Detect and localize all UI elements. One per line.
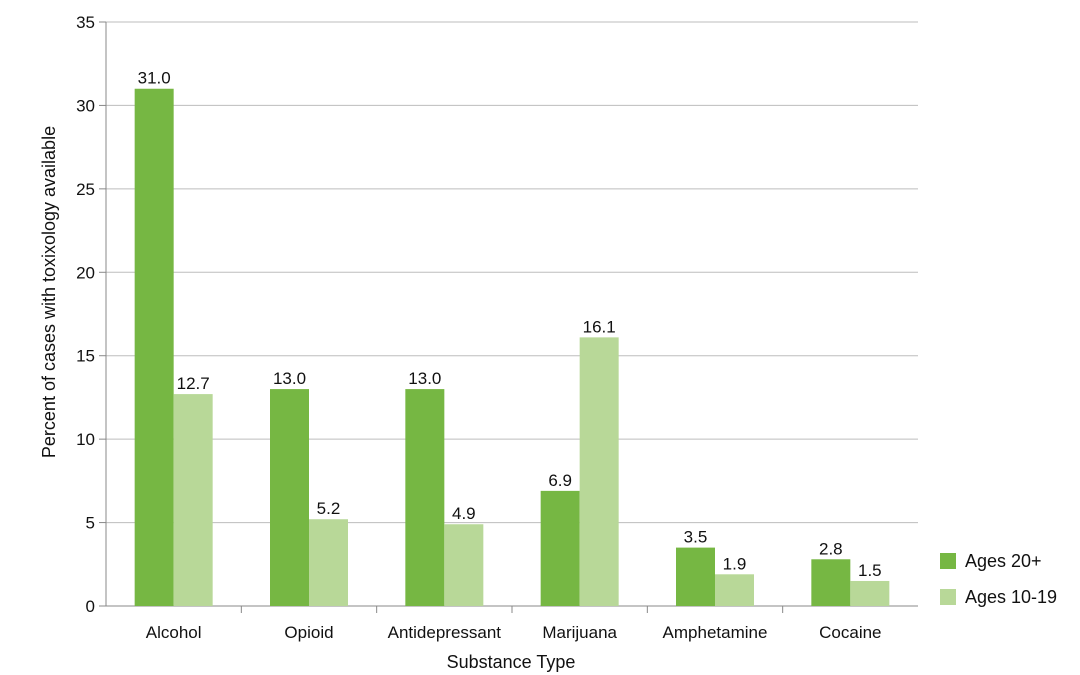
- data-label: 13.0: [273, 369, 306, 388]
- bar: [444, 524, 484, 606]
- legend-swatch: [940, 589, 956, 605]
- x-axis-title: Substance Type: [447, 652, 576, 672]
- bar: [850, 580, 890, 606]
- bar: [309, 519, 348, 606]
- gridlines: [99, 21, 918, 613]
- data-label: 4.9: [452, 504, 476, 523]
- data-label: 2.8: [819, 539, 843, 558]
- category-label: Cocaine: [819, 623, 881, 642]
- bar: [676, 547, 715, 606]
- bar: [134, 88, 174, 606]
- y-tick-label: 20: [76, 263, 95, 282]
- category-label: Marijuana: [542, 623, 617, 642]
- bar: [173, 394, 213, 606]
- category-label: Opioid: [284, 623, 333, 642]
- bar: [811, 559, 851, 606]
- y-axis-title: Percent of cases with toxixology availab…: [39, 126, 59, 458]
- bar: [405, 389, 445, 606]
- data-label: 13.0: [408, 369, 441, 388]
- y-tick-label: 15: [76, 347, 95, 366]
- category-label: Amphetamine: [663, 623, 768, 642]
- legend-label: Ages 10-19: [965, 587, 1057, 607]
- data-label: 31.0: [138, 69, 171, 88]
- y-tick-label: 30: [76, 96, 95, 115]
- category-label: Alcohol: [146, 623, 202, 642]
- data-label: 1.5: [858, 561, 882, 580]
- y-tick-label: 35: [76, 13, 95, 32]
- y-tick-label: 25: [76, 180, 95, 199]
- data-label: 16.1: [583, 317, 616, 336]
- data-label: 12.7: [177, 374, 210, 393]
- y-tick-label: 0: [86, 597, 95, 616]
- data-label: 5.2: [317, 499, 341, 518]
- y-tick-label: 5: [86, 514, 95, 533]
- y-tick-label: 10: [76, 430, 95, 449]
- data-labels: 31.0 12.7 13.0 5.2 13.0 4.9 6.9 16.1 3.5 1.9 2.8 1.…: [138, 69, 882, 580]
- bar: [540, 490, 580, 606]
- legend-swatch: [940, 553, 956, 569]
- legend: Ages 20+ Ages 10-19: [940, 551, 1057, 607]
- bar: [715, 574, 754, 606]
- legend-label: Ages 20+: [965, 551, 1042, 571]
- data-label: 1.9: [723, 554, 747, 573]
- bar: [579, 337, 619, 606]
- x-axis-categories: Alcohol Opioid Antidepressant Marijuana Amph…: [146, 623, 882, 642]
- data-label: 3.5: [684, 528, 708, 547]
- bars: [134, 88, 890, 606]
- bar: [270, 389, 309, 606]
- category-label: Antidepressant: [388, 623, 502, 642]
- data-label: 6.9: [548, 471, 572, 490]
- y-axis-ticks: 0 5 10 15 20 25 30 35: [76, 13, 95, 616]
